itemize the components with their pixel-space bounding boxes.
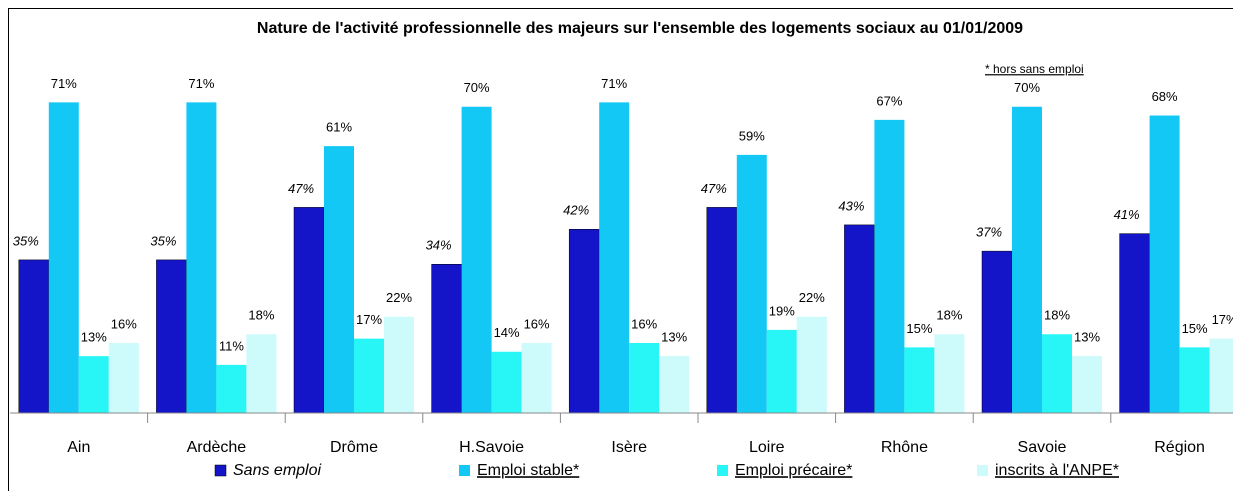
bar [1119,233,1150,414]
value-label: 42% [563,203,589,218]
value-label: 35% [13,233,39,248]
bar [766,329,797,413]
bar [1012,106,1042,413]
bar [324,146,354,413]
value-label: 16% [111,316,137,331]
chart-title: Nature de l'activité professionnelle des… [256,20,1024,37]
value-label: 18% [248,308,274,323]
bar [293,207,325,414]
value-label: 13% [661,330,687,345]
value-label: 37% [976,225,1002,240]
value-label: 13% [1074,330,1100,345]
bar [48,102,79,413]
value-label: 68% [1152,89,1178,104]
value-label: 15% [1182,321,1208,336]
bar [736,154,767,413]
value-label: 22% [799,290,825,305]
value-label: 61% [326,120,352,135]
value-label: 43% [838,198,864,213]
bar [796,316,827,413]
value-label: 14% [494,325,520,340]
bar [521,343,552,413]
value-label: 67% [876,93,902,108]
bar [659,356,690,413]
annotation: * hors sans emploi [985,62,1084,76]
bar [981,250,1013,414]
legend-label: Emploi stable* [477,462,579,479]
bar [934,334,965,413]
x-tick-label: Rhône [881,439,928,456]
x-tick-label: Isère [611,439,647,456]
bar [874,119,905,413]
x-tick-label: H.Savoie [459,439,524,456]
value-label: 35% [150,233,176,248]
bar [384,316,414,413]
value-label: 17% [1212,312,1233,327]
value-label: 18% [1044,308,1070,323]
bar [568,229,600,414]
bar [1149,115,1180,413]
value-label: 71% [601,76,627,91]
bar [156,259,187,414]
bar [491,351,522,413]
bar [844,224,875,414]
value-label: 13% [81,330,107,345]
value-label: 18% [936,308,962,323]
value-label: 22% [386,290,412,305]
bar [629,343,660,413]
value-label: 47% [288,181,314,196]
legend-label: inscrits à l'ANPE* [995,462,1119,479]
value-label: 16% [524,316,550,331]
legend-swatch [214,464,227,477]
x-tick-label: Ain [67,439,90,456]
bar [246,334,277,413]
value-label: 71% [188,76,214,91]
x-tick-label: Région [1154,439,1205,456]
x-tick-label: Ardèche [187,439,247,456]
bar [1209,338,1233,413]
value-label: 16% [631,316,657,331]
value-label: 47% [701,181,727,196]
x-tick-label: Drôme [330,439,378,456]
legend-label: Sans emploi [233,462,321,479]
bar [599,102,630,413]
bar [78,356,109,413]
bar [18,259,50,414]
value-label: 19% [769,303,795,318]
value-label: 15% [906,321,932,336]
bar [431,264,462,414]
bar [706,207,738,414]
value-label: 11% [219,338,244,353]
legend-label: Emploi précaire* [735,462,852,479]
bar [1179,347,1210,413]
x-tick-label: Savoie [1018,439,1067,456]
legend-swatch [977,465,988,476]
bar [1042,334,1072,413]
value-label: 34% [426,238,452,253]
bar [354,338,384,413]
value-label: 17% [356,312,382,327]
legend-swatch [717,465,728,476]
bar [108,343,139,413]
value-label: 71% [51,76,77,91]
bar [461,106,492,413]
bar [1072,356,1102,413]
value-label: 41% [1114,207,1140,222]
value-label: 70% [1014,80,1040,95]
bar [186,102,217,413]
legend-swatch [459,465,470,476]
chart-frame [8,8,1233,491]
value-label: 70% [464,80,490,95]
bar [904,347,935,413]
bar [216,364,247,413]
x-tick-label: Loire [749,439,785,456]
value-label: 59% [739,128,765,143]
